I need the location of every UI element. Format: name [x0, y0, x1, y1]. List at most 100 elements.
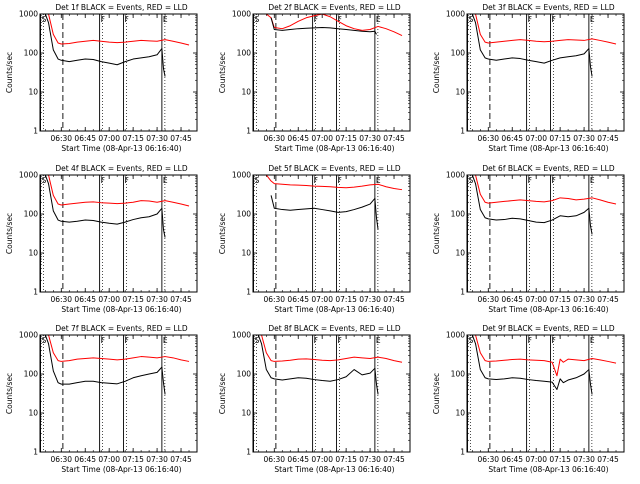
- x-tick-label: 06:30: [477, 455, 499, 464]
- x-tick-label: 07:30: [359, 455, 381, 464]
- plot-frame: [39, 174, 198, 293]
- plot-frame: [252, 334, 411, 453]
- marker-lines: [40, 175, 166, 292]
- y-tick-label: 10: [28, 409, 38, 418]
- series-line-black: [471, 175, 593, 235]
- plot-frame: [466, 334, 625, 453]
- y-tick-label: 1000: [232, 171, 251, 180]
- panel-det-8: Det 8f BLACK = Events, RED = LLD Counts/s…: [218, 324, 411, 474]
- y-tick-label: 100: [24, 49, 39, 58]
- y-axis-label: Counts/sec: [5, 213, 14, 254]
- y-tick-label: 1000: [232, 10, 251, 19]
- series-line-black: [270, 195, 379, 230]
- y-axis-label: Counts/sec: [218, 213, 227, 254]
- x-tick-label: 07:45: [597, 455, 619, 464]
- x-tick-label: 07:15: [122, 455, 144, 464]
- plot-frame: [39, 13, 198, 132]
- plot-frame: [466, 13, 625, 132]
- series-group: [44, 335, 190, 395]
- x-axis-label: Start Time (08-Apr-13 06:16:40): [488, 305, 608, 314]
- series-group: [257, 335, 403, 395]
- x-tick-label: 06:45: [74, 295, 96, 304]
- x-tick-label: 07:00: [98, 455, 120, 464]
- series-group: [471, 14, 617, 77]
- x-tick-label: 06:30: [477, 295, 499, 304]
- x-tick-label: 07:15: [335, 134, 357, 143]
- x-tick-label: 06:30: [263, 455, 285, 464]
- series-line-red: [45, 175, 190, 207]
- x-tick-label: 07:45: [597, 134, 619, 143]
- y-axis-label: Counts/sec: [218, 373, 227, 414]
- x-tick-label: 07:00: [98, 134, 120, 143]
- y-tick-label: 100: [451, 370, 466, 379]
- y-tick-label: 100: [24, 370, 39, 379]
- panel-det-5: Det 5f BLACK = Events, RED = LLD Counts/s…: [218, 164, 411, 314]
- y-tick-label: 100: [451, 210, 466, 219]
- panel-det-4: Det 4f BLACK = Events, RED = LLD Counts/s…: [5, 164, 198, 314]
- series-group: [258, 175, 403, 230]
- x-tick-label: 07:00: [311, 295, 333, 304]
- marker-lines: [40, 335, 166, 452]
- series-line-red: [258, 335, 403, 363]
- y-tick-label: 100: [237, 49, 252, 58]
- x-tick-label: 07:30: [573, 134, 595, 143]
- x-tick-label: 07:00: [525, 455, 547, 464]
- panel-title: Det 2f BLACK = Events, RED = LLD: [268, 3, 401, 12]
- x-tick-label: 07:45: [170, 295, 192, 304]
- x-tick-label: 07:45: [383, 295, 405, 304]
- series-line-black: [471, 335, 593, 395]
- x-tick-label: 06:45: [287, 295, 309, 304]
- y-axis-label: Counts/sec: [218, 52, 227, 93]
- y-tick-label: 1: [246, 288, 251, 297]
- plot-frame: [39, 334, 198, 453]
- marker-label: F: [125, 15, 129, 24]
- marker-label: F: [101, 336, 105, 345]
- marker-lines: [467, 14, 593, 131]
- x-axis-label: Start Time (08-Apr-13 06:16:40): [274, 305, 394, 314]
- y-tick-label: 100: [24, 210, 39, 219]
- x-tick-label: 06:45: [501, 295, 523, 304]
- panel-det-2: Det 2f BLACK = Events, RED = LLD Counts/s…: [218, 3, 411, 153]
- series-group: [471, 175, 617, 235]
- x-axis-label: Start Time (08-Apr-13 06:16:40): [61, 465, 181, 474]
- series-group: [258, 14, 403, 37]
- y-tick-label: 100: [237, 370, 252, 379]
- x-axis-label: Start Time (08-Apr-13 06:16:40): [274, 465, 394, 474]
- y-axis-label: Counts/sec: [432, 213, 441, 254]
- marker-label: F: [338, 176, 342, 185]
- series-line-red: [472, 175, 617, 205]
- x-tick-label: 07:00: [525, 134, 547, 143]
- x-tick-label: 07:15: [122, 295, 144, 304]
- series-line-black: [270, 17, 377, 35]
- x-tick-label: 07:30: [146, 455, 168, 464]
- marker-label: F: [338, 15, 342, 24]
- series-line-black: [257, 335, 379, 395]
- marker-label: E: [163, 15, 168, 24]
- series-group: [44, 14, 190, 77]
- y-axis-label: Counts/sec: [5, 52, 14, 93]
- x-axis-label: Start Time (08-Apr-13 06:16:40): [488, 144, 608, 153]
- series-group: [44, 175, 190, 238]
- x-tick-label: 07:30: [359, 134, 381, 143]
- y-tick-label: 1: [33, 127, 38, 136]
- series-line-red: [472, 14, 617, 45]
- x-tick-label: 07:00: [98, 295, 120, 304]
- marker-label: F: [125, 336, 129, 345]
- marker-label: E: [376, 176, 381, 185]
- marker-label: S: [255, 336, 260, 345]
- marker-label: E: [163, 176, 168, 185]
- x-tick-label: 07:45: [383, 455, 405, 464]
- plot-frame: [252, 13, 411, 132]
- y-tick-label: 1000: [19, 10, 38, 19]
- marker-label: F: [528, 336, 532, 345]
- marker-lines: [467, 175, 593, 292]
- x-tick-label: 07:00: [525, 295, 547, 304]
- marker-label: E: [590, 336, 595, 345]
- x-tick-label: 06:30: [263, 134, 285, 143]
- marker-label: F: [338, 336, 342, 345]
- y-tick-label: 1000: [19, 331, 38, 340]
- y-tick-label: 1: [33, 448, 38, 457]
- marker-label: F: [314, 176, 318, 185]
